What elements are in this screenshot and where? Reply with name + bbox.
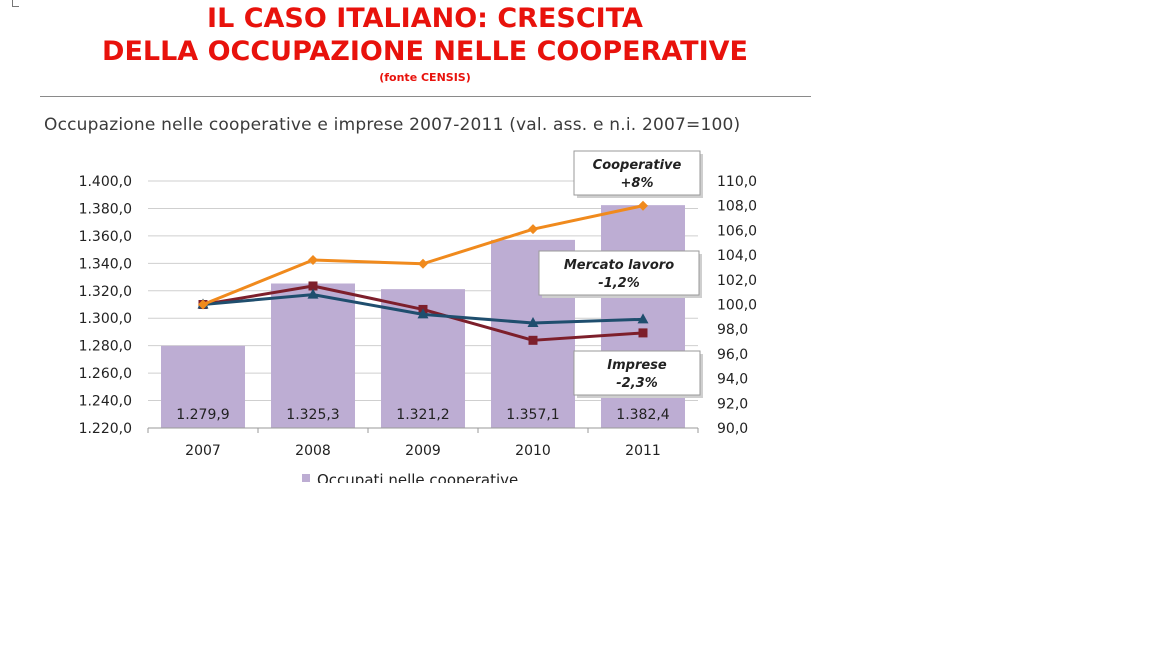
y-left-tick-label: 1.340,0 [79, 256, 132, 272]
bar [161, 345, 245, 428]
y-left-tick-label: 1.360,0 [79, 229, 132, 245]
slide-source: (fonte CENSIS) [379, 71, 471, 84]
y-left-tick-label: 1.220,0 [79, 421, 132, 437]
crop-mask [0, 483, 1152, 648]
callout-box-imprese [573, 350, 701, 396]
y-left-tick-label: 1.280,0 [79, 339, 132, 355]
y-right-tick-label: 98,0 [717, 322, 748, 338]
bar-value-label: 1.325,3 [286, 407, 339, 423]
point-cooperative [528, 224, 538, 235]
x-tick-label: 2007 [185, 443, 221, 459]
point-imprese [528, 335, 538, 345]
y-left-tick-label: 1.320,0 [79, 284, 132, 300]
bar-value-label: 1.382,4 [616, 407, 670, 423]
callout-value-cooperative: +8% [621, 176, 654, 191]
bar-value-label: 1.279,9 [176, 407, 229, 423]
y-left-tick-label: 1.380,0 [79, 201, 132, 217]
point-imprese [308, 281, 318, 291]
corner-mark [12, 0, 19, 7]
x-tick-label: 2008 [295, 443, 331, 459]
point-mercato [307, 288, 319, 299]
bar-value-label: 1.321,2 [396, 407, 449, 423]
y-right-tick-label: 96,0 [717, 347, 748, 363]
x-tick-label: 2011 [625, 443, 661, 459]
y-right-tick-label: 90,0 [717, 421, 748, 437]
legend-swatch [302, 474, 310, 482]
point-imprese [638, 328, 648, 338]
slide-title-line2: DELLA OCCUPAZIONE NELLE COOPERATIVE [102, 36, 748, 67]
y-right-tick-label: 108,0 [717, 199, 757, 215]
point-mercato [637, 313, 649, 324]
callout-label-cooperative: Cooperative [593, 158, 682, 173]
y-left-tick-label: 1.400,0 [79, 174, 132, 190]
y-left-tick-label: 1.260,0 [79, 366, 132, 382]
callout-value-mercato: -1,2% [598, 276, 639, 291]
y-right-tick-label: 92,0 [717, 396, 748, 412]
chart-title: Occupazione nelle cooperative e imprese … [44, 115, 741, 135]
bar-value-label: 1.357,1 [506, 407, 559, 423]
callout-label-mercato: Mercato lavoro [564, 258, 674, 273]
callout-box-mercato [538, 250, 700, 296]
y-left-tick-label: 1.300,0 [79, 311, 132, 327]
y-left-tick-label: 1.240,0 [79, 394, 132, 410]
y-right-tick-label: 104,0 [717, 248, 757, 264]
bar [271, 283, 355, 428]
point-mercato [527, 317, 539, 328]
x-tick-label: 2010 [515, 443, 551, 459]
callout-label-imprese: Imprese [607, 358, 667, 373]
callout-box-cooperative [573, 150, 701, 196]
point-cooperative [638, 200, 648, 211]
y-right-tick-label: 94,0 [717, 372, 748, 388]
point-cooperative [418, 258, 428, 269]
y-right-tick-label: 102,0 [717, 273, 757, 289]
point-cooperative [308, 255, 318, 266]
slide-title: IL CASO ITALIANO: CRESCITA DELLA OCCUPAZ… [40, 2, 810, 68]
y-right-tick-label: 110,0 [717, 174, 757, 190]
slide-title-line1: IL CASO ITALIANO: CRESCITA [207, 3, 643, 34]
divider-rule [40, 96, 811, 97]
y-right-tick-label: 100,0 [717, 298, 757, 314]
point-cooperative [198, 299, 208, 310]
x-tick-label: 2009 [405, 443, 441, 459]
y-right-tick-label: 106,0 [717, 223, 757, 239]
point-mercato [417, 308, 429, 319]
callout-value-imprese: -2,3% [616, 376, 657, 391]
